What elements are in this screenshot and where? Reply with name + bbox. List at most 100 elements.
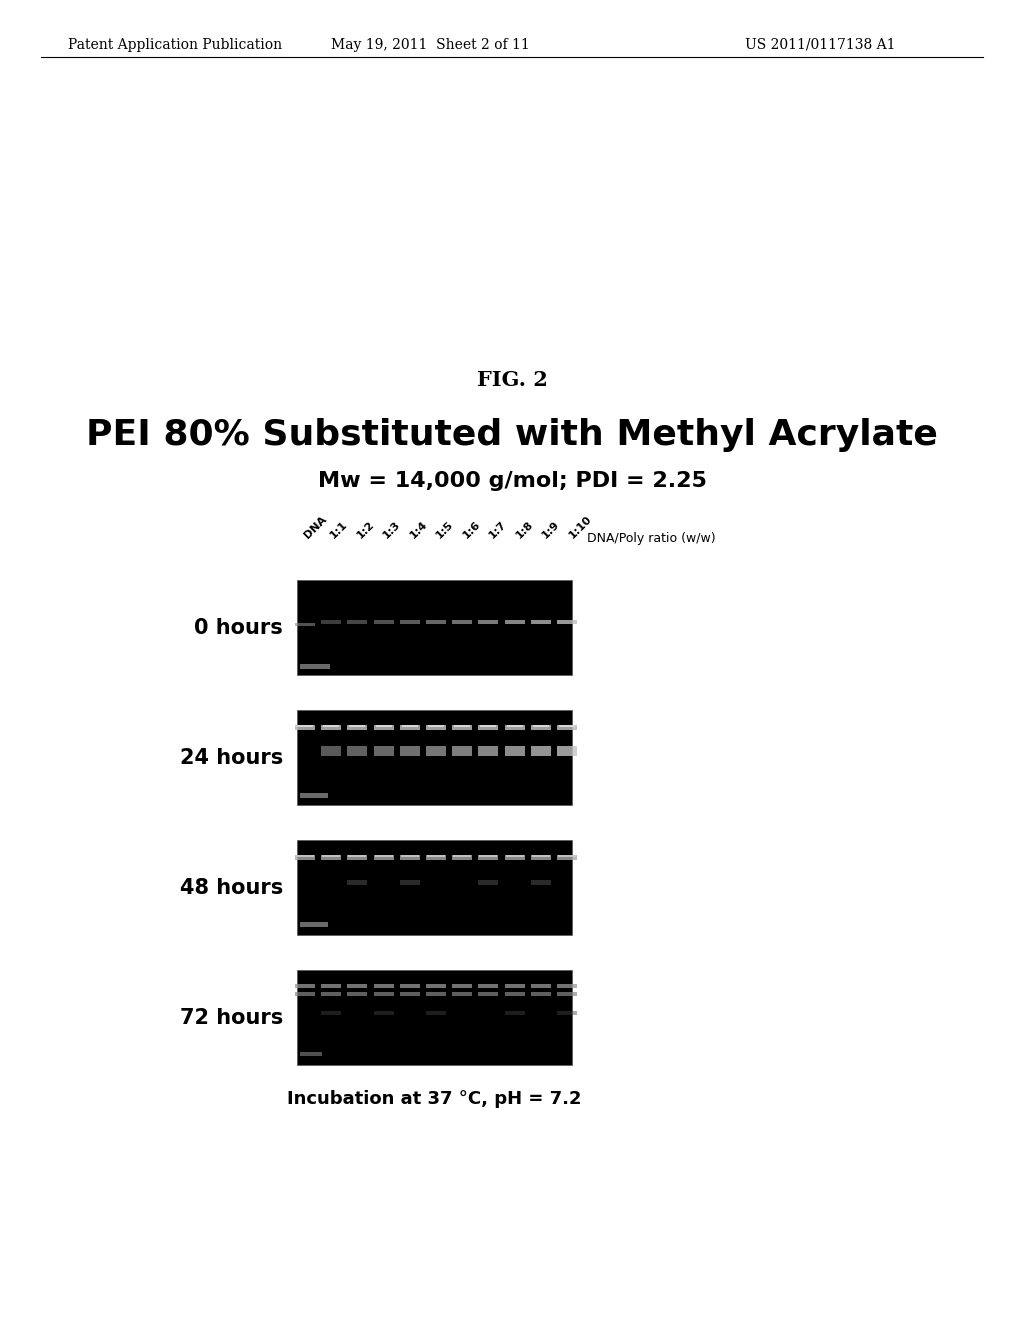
Bar [374, 746, 393, 756]
Bar [300, 664, 330, 669]
Bar [297, 970, 572, 1065]
Bar [480, 725, 497, 727]
Text: 1:9: 1:9 [541, 519, 562, 540]
Text: 24 hours: 24 hours [180, 747, 283, 767]
Bar [453, 855, 472, 861]
Bar [478, 855, 499, 861]
Bar [478, 620, 499, 624]
Bar [505, 993, 524, 997]
Bar [322, 983, 341, 987]
Bar [505, 725, 524, 730]
Bar [296, 855, 314, 857]
Bar [375, 855, 392, 857]
Bar [505, 746, 524, 756]
Bar [505, 983, 524, 987]
Text: FIG. 2: FIG. 2 [476, 370, 548, 389]
Bar [557, 620, 577, 624]
Text: PEI 80% Substituted with Methyl Acrylate: PEI 80% Substituted with Methyl Acrylate [86, 418, 938, 451]
Bar [530, 855, 551, 861]
Bar [557, 983, 577, 987]
Bar [557, 1011, 577, 1015]
Bar [530, 983, 551, 987]
Text: 1:3: 1:3 [382, 519, 402, 540]
Bar [297, 725, 313, 727]
Bar [453, 983, 472, 987]
Bar [322, 993, 341, 997]
Bar [558, 855, 575, 857]
Bar [347, 880, 368, 884]
Bar [507, 725, 522, 727]
Text: 72 hours: 72 hours [180, 1007, 283, 1027]
Bar [479, 855, 498, 857]
Bar [347, 855, 368, 861]
Bar [324, 725, 339, 727]
Bar [426, 983, 446, 987]
Bar [374, 1011, 393, 1015]
Bar [478, 993, 499, 997]
Bar [399, 855, 420, 861]
Bar [297, 840, 572, 935]
Bar [295, 993, 315, 997]
Text: Incubation at 37 °C, pH = 7.2: Incubation at 37 °C, pH = 7.2 [288, 1090, 582, 1107]
Bar [505, 620, 524, 624]
Text: DNA: DNA [302, 513, 329, 540]
Bar [426, 855, 446, 861]
Bar [478, 725, 499, 730]
Bar [347, 746, 368, 756]
Bar [478, 880, 499, 884]
Text: 0 hours: 0 hours [195, 618, 283, 638]
Bar [559, 725, 575, 727]
Bar [530, 993, 551, 997]
Bar [454, 855, 471, 857]
Text: 48 hours: 48 hours [180, 878, 283, 898]
Bar [427, 855, 445, 857]
Bar [399, 880, 420, 884]
Text: May 19, 2011  Sheet 2 of 11: May 19, 2011 Sheet 2 of 11 [331, 38, 529, 51]
Bar [426, 993, 446, 997]
Text: US 2011/0117138 A1: US 2011/0117138 A1 [744, 38, 895, 51]
Bar [426, 725, 446, 730]
Bar [530, 746, 551, 756]
Bar [376, 725, 391, 727]
Bar [557, 855, 577, 861]
Bar [295, 725, 315, 730]
Bar [505, 855, 524, 861]
Bar [557, 993, 577, 997]
Bar [530, 620, 551, 624]
Bar [322, 1011, 341, 1015]
Text: DNA/Poly ratio (w/w): DNA/Poly ratio (w/w) [587, 532, 716, 545]
Bar [399, 725, 420, 730]
Bar [374, 725, 393, 730]
Bar [455, 725, 470, 727]
Bar [453, 620, 472, 624]
Bar [347, 725, 368, 730]
Bar [478, 746, 499, 756]
Bar [557, 746, 577, 756]
Bar [531, 855, 550, 857]
Bar [401, 725, 418, 727]
Text: 1:7: 1:7 [487, 519, 509, 540]
Text: Patent Application Publication: Patent Application Publication [68, 38, 283, 51]
Bar [322, 855, 341, 861]
Text: 1:1: 1:1 [329, 519, 350, 540]
Bar [426, 1011, 446, 1015]
Bar [297, 710, 572, 805]
Bar [530, 880, 551, 884]
Text: 1:4: 1:4 [408, 519, 429, 540]
Bar [530, 725, 551, 730]
Bar [300, 1052, 322, 1056]
Bar [399, 983, 420, 987]
Bar [374, 993, 393, 997]
Bar [505, 1011, 524, 1015]
Bar [400, 855, 419, 857]
Bar [478, 983, 499, 987]
Bar [322, 746, 341, 756]
Bar [453, 725, 472, 730]
Bar [347, 983, 368, 987]
Bar [347, 620, 368, 624]
Text: 1:10: 1:10 [567, 513, 594, 540]
Bar [399, 620, 420, 624]
Bar [300, 793, 328, 799]
Bar [349, 725, 366, 727]
Bar [297, 579, 572, 675]
